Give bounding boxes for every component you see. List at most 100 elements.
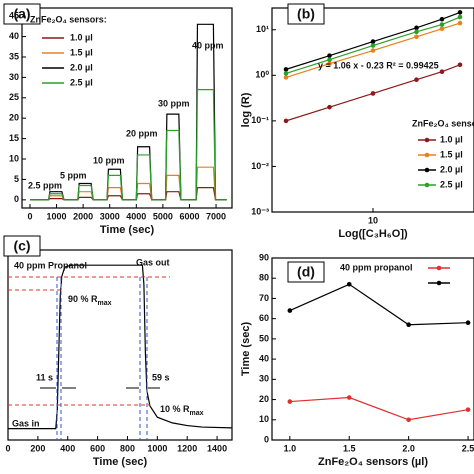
y-tick-label: 10¹ <box>256 24 269 34</box>
annotation: 5 ppm <box>60 170 87 180</box>
x-tick-label: 1000 <box>47 211 67 221</box>
y-axis-title: Time (sec) <box>240 322 252 377</box>
x-tick-label: 1.0 <box>284 443 297 453</box>
x-axis-title: Time (sec) <box>100 224 155 236</box>
marker <box>439 26 445 32</box>
series-line <box>289 283 469 326</box>
legend-label: 2.0 µl <box>70 62 93 72</box>
marker <box>406 417 411 423</box>
marker <box>414 29 419 35</box>
equation: y = 1.06 x - 0.23 R² = 0.99425 <box>318 60 439 70</box>
annotation: 30 ppm <box>158 98 190 108</box>
legend-title: ZnFe₂O₄ sensors <box>412 118 474 128</box>
series-line <box>285 64 461 122</box>
marker <box>283 67 289 72</box>
y-tick-label: 45 <box>9 11 19 21</box>
y-tick-label: 20 <box>9 113 19 123</box>
annotation: 2.5 ppm <box>28 180 62 190</box>
marker <box>370 43 376 48</box>
x-tick-label: 1000 <box>147 443 167 453</box>
annotation: Gas out <box>136 257 170 267</box>
marker <box>414 77 419 83</box>
marker <box>414 34 419 40</box>
marker <box>327 57 332 63</box>
panel-label: (d) <box>297 264 315 280</box>
legend-marker <box>436 265 442 271</box>
annotation: 59 s <box>152 372 170 382</box>
y-tick-label: 30 <box>9 72 19 82</box>
marker <box>327 104 332 110</box>
marker <box>370 48 376 53</box>
marker <box>406 322 411 328</box>
marker <box>283 118 289 124</box>
legend-title: ZnFe₂O₄ sensors: <box>30 14 107 24</box>
x-tick-label: 2000 <box>73 211 93 221</box>
annotation: 40 ppm Propanol <box>14 260 87 270</box>
marker <box>414 25 419 31</box>
y-tick-label: 40 <box>9 31 19 41</box>
panel-label-box <box>287 261 325 283</box>
y-tick-label: 35 <box>9 51 19 61</box>
x-tick-label: 1.5 <box>343 443 356 453</box>
y-tick-label: 20 <box>259 394 269 404</box>
y-tick-label: 80 <box>259 273 269 283</box>
plot-frame <box>21 7 233 209</box>
y-tick-label: 60 <box>259 313 269 323</box>
legend-marker <box>436 280 442 286</box>
annotation-sub: max <box>98 300 112 307</box>
marker <box>287 399 293 404</box>
legend-label: 1.0 µl <box>440 134 463 144</box>
annotation: 40 ppm <box>192 40 224 50</box>
marker <box>287 308 293 313</box>
panel-label-box <box>287 3 325 25</box>
marker <box>346 281 352 287</box>
x-tick-label: 5000 <box>153 211 173 221</box>
annotation: 11 s <box>36 372 53 382</box>
series-line <box>285 22 461 78</box>
annotation: 10 ppm <box>93 155 125 165</box>
annotation-sub: max <box>190 410 204 417</box>
annotation-text: 90 % R <box>68 294 98 304</box>
series-line <box>8 264 233 430</box>
panel-label: (c) <box>13 238 30 254</box>
marker <box>370 39 376 44</box>
panel-label: (b) <box>297 6 315 22</box>
series-line <box>289 396 469 421</box>
y-tick-label: 10⁻³ <box>251 206 269 216</box>
x-tick-label: 10 <box>368 215 378 225</box>
y-tick-label: 40 <box>259 353 269 363</box>
y-tick-label: 10 <box>259 414 269 424</box>
legend-label: 1.5 µl <box>440 149 463 159</box>
y-tick-label: 15 <box>9 133 19 143</box>
x-tick-label: 3000 <box>100 211 120 221</box>
marker <box>439 69 445 74</box>
annotation: Gas in <box>12 418 40 428</box>
y-tick-label: 25 <box>9 92 19 102</box>
x-tick-label: 2.0 <box>402 443 415 453</box>
y-tick-label: 50 <box>259 333 269 343</box>
x-tick-label: 800 <box>120 443 135 453</box>
legend-marker <box>424 152 430 158</box>
x-tick-label: 1200 <box>177 443 197 453</box>
y-tick-label: 90 <box>259 252 269 262</box>
legend-label: 2.0 µl <box>440 164 463 174</box>
x-tick-label: 400 <box>60 443 75 453</box>
marker <box>283 71 289 76</box>
y-tick-label: 30 <box>259 374 269 384</box>
x-axis-title: Time (sec) <box>93 456 148 468</box>
y-tick-label: 5 <box>14 174 19 184</box>
series-line <box>285 16 461 74</box>
marker <box>370 91 376 96</box>
series-line <box>29 89 227 201</box>
legend-label: 1.0 µl <box>70 32 93 42</box>
legend-marker <box>424 182 430 188</box>
marker <box>346 395 352 400</box>
y-tick-label: 10 <box>9 153 19 163</box>
marker <box>439 16 445 22</box>
y-tick-label: 10⁰ <box>255 70 269 80</box>
x-tick-label: 0 <box>5 443 10 453</box>
panel-label-box <box>3 235 41 257</box>
marker <box>465 407 471 412</box>
legend-label: 2.5 µl <box>440 179 463 189</box>
